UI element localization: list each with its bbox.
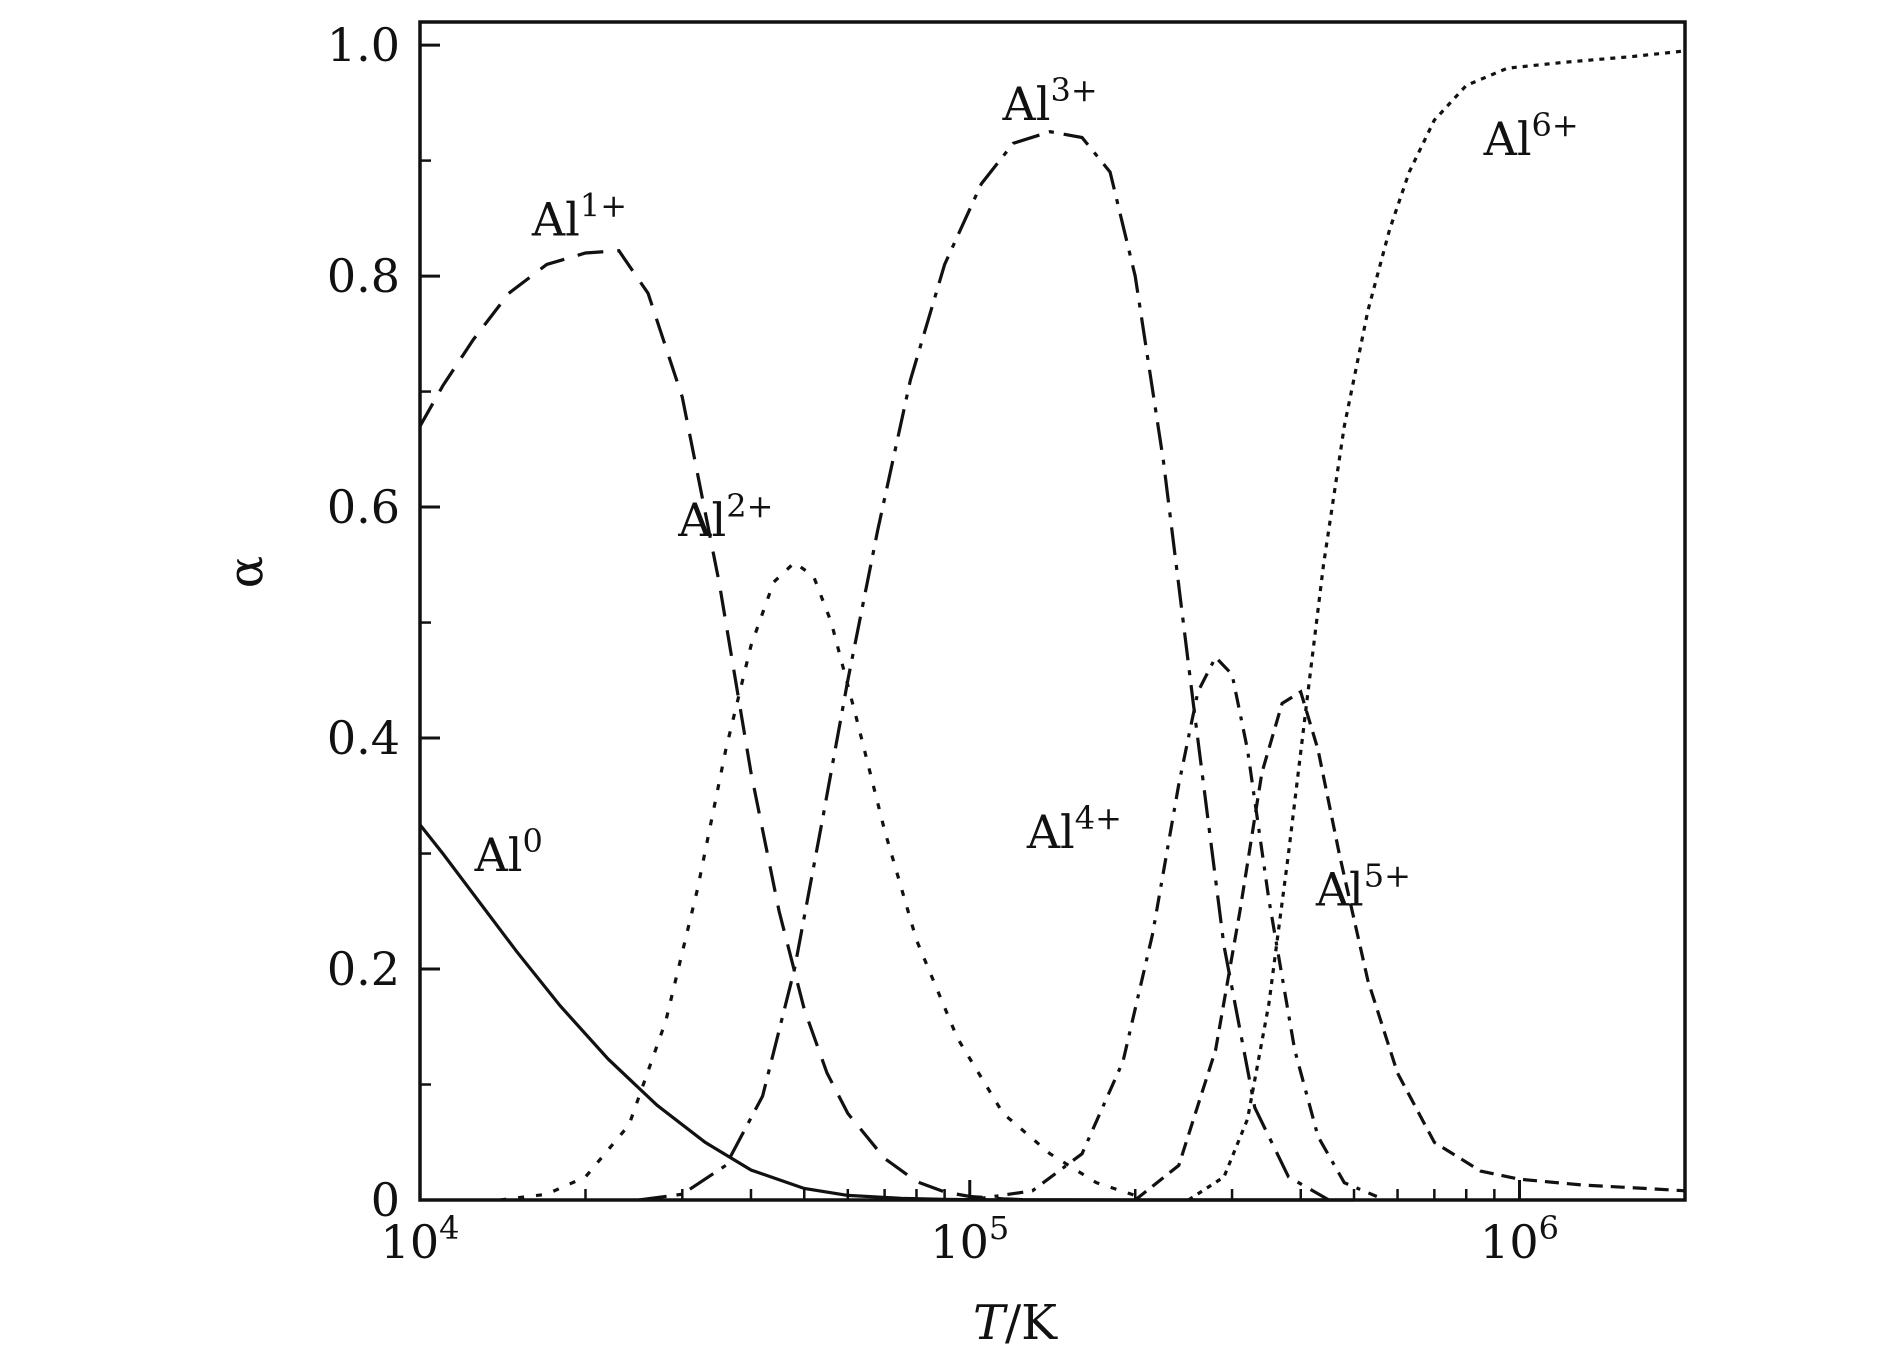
series-label-Al3+: Al3+ <box>1002 71 1098 131</box>
y-tick-label: 0 <box>371 1173 400 1227</box>
x-tick-label: 106 <box>1480 1209 1559 1269</box>
series-label-Al5+: Al5+ <box>1315 857 1411 917</box>
x-tick-label: 105 <box>930 1209 1009 1269</box>
series-line-Al0 <box>418 823 1354 1202</box>
series-labels: Al0 Al1+ Al2+ Al3+ Al4+ Al5+ Al6+ <box>474 71 1579 916</box>
y-tick-label: 1.0 <box>327 18 400 72</box>
x-axis-label-unit: /K <box>1005 1295 1058 1351</box>
y-tick-label: 0.2 <box>327 942 400 996</box>
series-label-Al0: Al0 <box>474 822 543 882</box>
y-axis-label: α <box>218 556 274 588</box>
series-label-Al2+: Al2+ <box>677 487 773 547</box>
y-tick-label: 0.4 <box>327 711 400 765</box>
series-line-Al4+ <box>969 654 1378 1202</box>
series-line-Al3+ <box>638 130 1330 1202</box>
axis-ticks: 0 0.2 0.4 0.6 0.8 1.0 104 105 106 <box>327 18 1687 1269</box>
series-line-Al6+ <box>1187 49 1686 1202</box>
series-label-Al4+: Al4+ <box>1026 799 1122 859</box>
y-tick-label: 0.6 <box>327 480 400 534</box>
series-line-Al1+ <box>418 249 1033 1202</box>
series-line-Al2+ <box>500 560 1136 1202</box>
x-tick-label: 104 <box>381 1209 460 1269</box>
x-axis-label: T/K <box>973 1295 1058 1351</box>
series-label-Al6+: Al6+ <box>1483 106 1579 166</box>
plot-frame <box>418 20 1687 1202</box>
x-axis-label-var: T <box>973 1295 1008 1351</box>
series-line-Al5+ <box>1134 689 1686 1202</box>
y-tick-label: 0.8 <box>327 249 400 303</box>
series-label-Al1+: Al1+ <box>531 187 627 247</box>
